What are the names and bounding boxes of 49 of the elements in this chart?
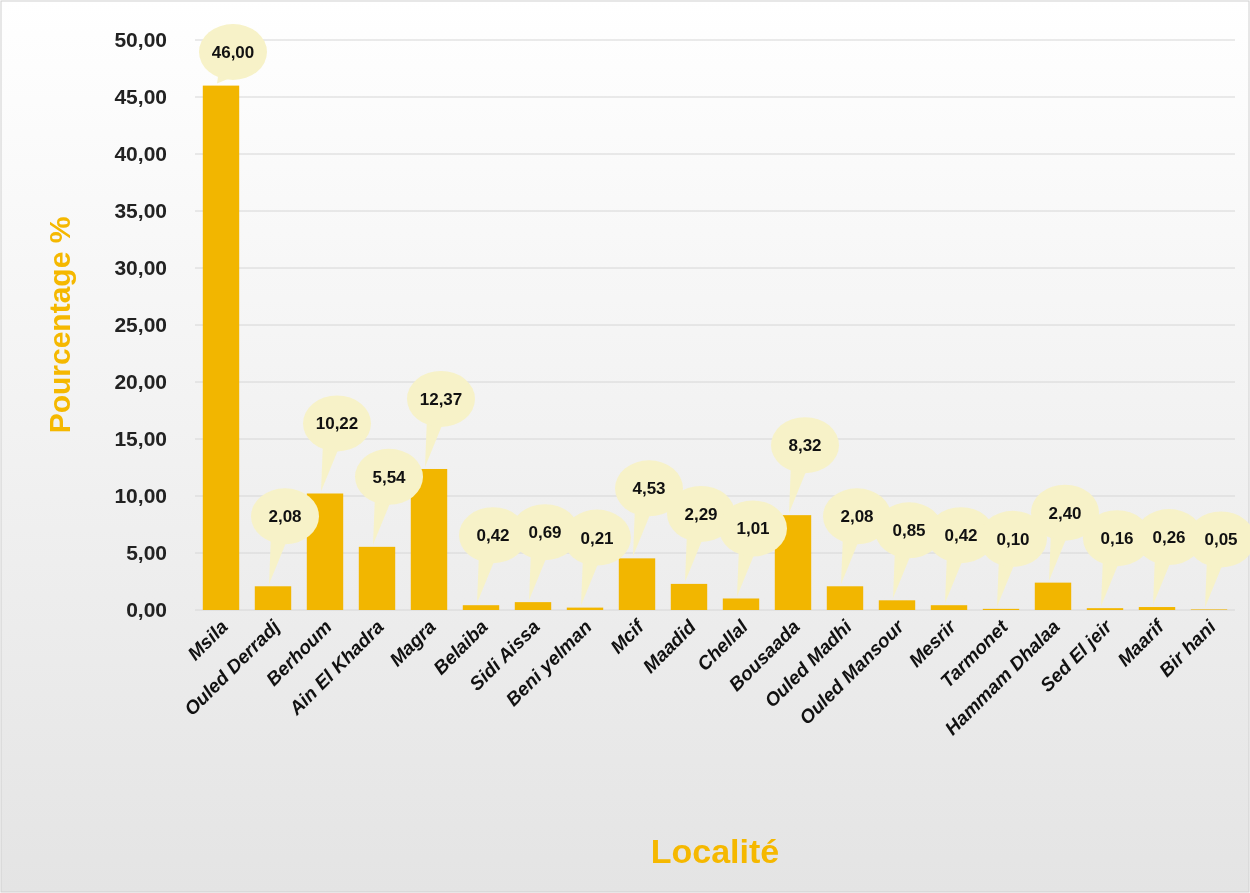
data-label: 8,32: [788, 436, 822, 456]
data-label: 2,29: [684, 504, 718, 524]
bar: [722, 598, 760, 610]
data-label: 1,01: [736, 519, 770, 539]
y-tick-label: 50,00: [114, 28, 167, 52]
y-tick-label: 10,00: [114, 484, 167, 508]
data-label: 0,05: [1204, 530, 1238, 550]
data-label: 0,10: [996, 529, 1030, 549]
y-tick-label: 5,00: [126, 541, 167, 565]
bar: [254, 586, 292, 610]
data-label: 4,53: [632, 479, 666, 499]
bar: [1034, 582, 1072, 610]
data-label: 0,16: [1100, 529, 1134, 549]
y-tick-label: 30,00: [114, 256, 167, 280]
bar: [618, 558, 656, 610]
bar: [514, 602, 552, 610]
bar: [358, 546, 396, 610]
bar: [306, 493, 344, 610]
y-tick-label: 0,00: [126, 598, 167, 622]
bar: [878, 600, 916, 610]
y-tick-label: 20,00: [114, 370, 167, 394]
bar: [410, 468, 448, 610]
y-tick-label: 35,00: [114, 199, 167, 223]
data-label: 0,42: [944, 526, 978, 546]
data-label: 0,69: [528, 523, 562, 543]
data-label: 2,40: [1048, 503, 1082, 523]
y-tick-label: 25,00: [114, 313, 167, 337]
bar: [462, 605, 500, 610]
data-label: 0,26: [1152, 527, 1186, 547]
data-label: 10,22: [315, 414, 359, 434]
data-label: 12,37: [419, 389, 463, 409]
data-label: 0,85: [892, 521, 926, 541]
bar: [670, 583, 708, 610]
data-label: 0,21: [580, 528, 614, 548]
x-axis-title: Localité: [650, 832, 780, 870]
bar: [1138, 607, 1176, 610]
data-label: 46,00: [211, 42, 255, 62]
bar: [930, 605, 968, 610]
bar: [202, 85, 240, 610]
bar: [826, 586, 864, 610]
y-tick-label: 15,00: [114, 427, 167, 451]
bar: [774, 515, 812, 610]
y-axis-title: Pourcentage %: [43, 216, 76, 434]
data-label: 5,54: [372, 467, 407, 487]
data-label: 2,08: [840, 507, 874, 527]
data-label: 2,08: [268, 507, 302, 527]
data-label: 0,42: [476, 526, 510, 546]
y-tick-label: 40,00: [114, 142, 167, 166]
y-tick-label: 45,00: [114, 85, 167, 109]
